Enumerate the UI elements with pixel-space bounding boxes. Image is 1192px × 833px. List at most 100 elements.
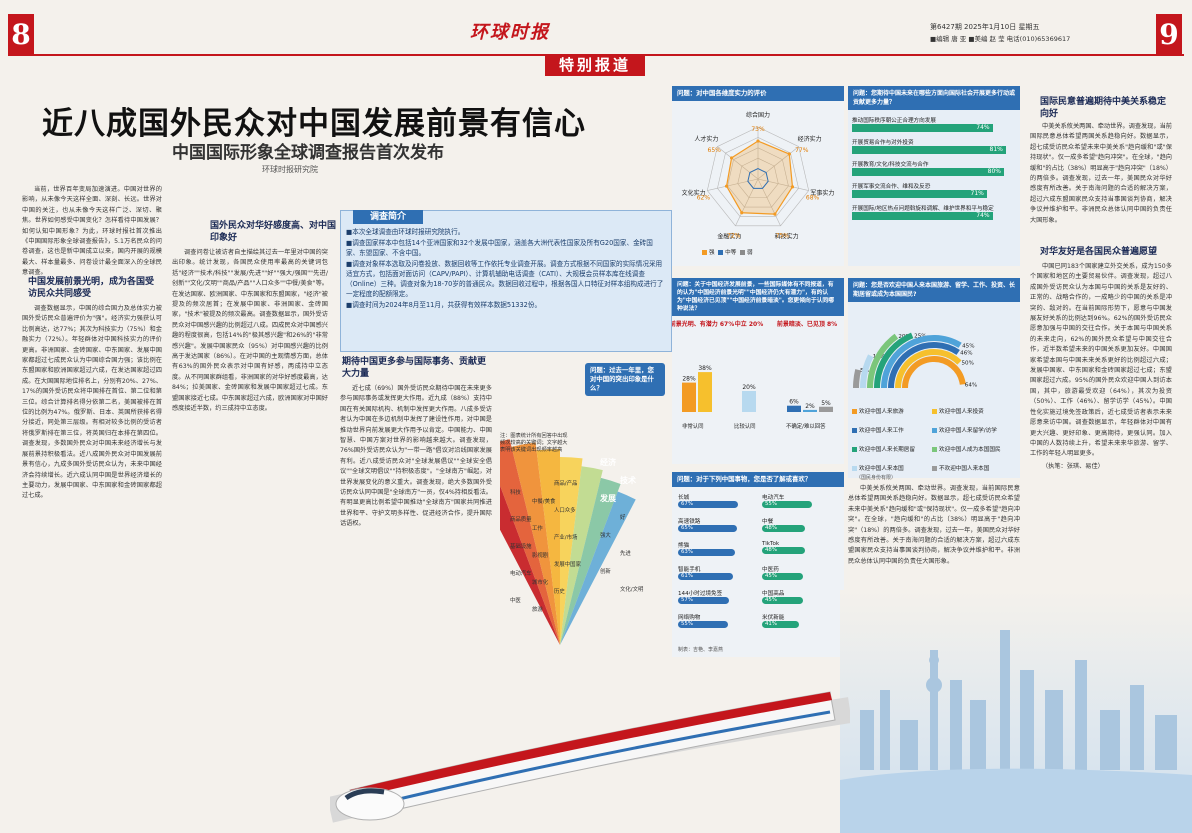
section3-title: 期待中国更多参与国际事务、贡献更大力量 bbox=[342, 357, 487, 379]
impression-fan-slice bbox=[560, 457, 583, 645]
interest-question: 问题：对于下列中国事物，您是否了解或喜欢？ bbox=[672, 472, 844, 487]
contribution-bar-label: 开展国际/地区热点问题斡旋和调解、维护世界和平与稳定 bbox=[852, 206, 994, 212]
radar-axis bbox=[717, 146, 759, 180]
section5-title: 对华友好是各国民众普遍愿望 bbox=[1040, 247, 1158, 257]
welcome-chart: 5%10%20% 25%45%46%50%64% bbox=[853, 332, 977, 389]
interest-item-label: 米伏新能 bbox=[762, 615, 785, 621]
interest-item-label: 网络购物 bbox=[678, 615, 701, 621]
welcome-arc bbox=[895, 349, 962, 389]
interest-item: 熊猫 63% bbox=[678, 541, 756, 556]
welcome-footnote: （国民身份有限） bbox=[856, 475, 897, 481]
prospect-bar bbox=[819, 406, 833, 412]
radar-axis bbox=[757, 178, 781, 226]
welcome-legend-item: 欢迎中国人来本国 bbox=[852, 464, 932, 472]
welcome-arc-label: 45% bbox=[962, 343, 974, 349]
welcome-arc bbox=[860, 354, 874, 389]
welcome-arc bbox=[888, 342, 960, 389]
welcome-legend-item: 欢迎中国人来旅游 bbox=[852, 407, 932, 415]
impression-keyword: 历史 bbox=[554, 587, 565, 595]
city-skyline-illustration bbox=[840, 590, 1192, 833]
interest-item: 中医药 45% bbox=[762, 565, 840, 580]
radar-legend: 强 中等 弱 bbox=[702, 248, 753, 256]
prospect-legend-item: 比较认同 bbox=[734, 422, 756, 430]
radar-category-label: 人才实力 bbox=[694, 135, 718, 143]
radar-value-label: 65% bbox=[708, 147, 722, 154]
contribution-bar: 74% bbox=[852, 212, 993, 220]
welcome-arc-label: 25% bbox=[914, 333, 926, 339]
issue-line: 第6427期 2025年1月10日 星期五 bbox=[930, 23, 1040, 31]
prospect-bar bbox=[787, 405, 801, 412]
impression-keyword: 科技 bbox=[510, 488, 521, 496]
impression-keyword: 基础设施 bbox=[510, 542, 532, 550]
radar-value-label: 62% bbox=[697, 194, 711, 201]
radar-value-label: 72% bbox=[727, 232, 741, 239]
contribution-bar-row: 推动国际秩序朝公正合理方向发展 74% bbox=[852, 116, 1016, 132]
interest-item-bar: 45% bbox=[762, 573, 803, 580]
contribution-bar-row: 开展贸易合作与对外投资 81% bbox=[852, 138, 1016, 154]
prospect-bar-value: 38% bbox=[698, 365, 712, 372]
interest-item-bar: 61% bbox=[678, 573, 733, 580]
radar-panel: 问题：对中国各维度实力的评价 综合国力 经济实力 军事实力 科技实力 金融实力 文化实力 人… bbox=[672, 86, 844, 266]
section3-body: 近七成（69%）国外受访民众期待中国在未来更多参与国际事务或发挥更大作用。近九成… bbox=[340, 385, 492, 528]
interest-item-bar: 45% bbox=[762, 597, 803, 604]
radar-point bbox=[790, 185, 795, 189]
impression-keyword: 文化/文明 bbox=[620, 585, 643, 593]
impression-keyword: 中医 bbox=[510, 596, 521, 604]
contribution-panel: 问题：您期待中国未来在哪些方面向国际社会开展更多行动或贡献更多力量？ 推动国际秩… bbox=[848, 86, 1020, 266]
radar-series-medium bbox=[747, 168, 769, 189]
interest-item-bar: 48% bbox=[762, 547, 806, 554]
impression-keyword: 人口众多 bbox=[554, 506, 576, 514]
radar-category-label: 金融实力 bbox=[717, 233, 741, 241]
editor-line: ■编辑 唐 亚 ■美编 赵 莹 电话(010)65369617 bbox=[930, 35, 1071, 43]
interest-item-label: 电动汽车 bbox=[762, 495, 785, 501]
prospect-bar-value: 2% bbox=[805, 403, 815, 410]
interest-item-bar: 67% bbox=[678, 501, 739, 508]
prospect-group-label: 中立 20% bbox=[735, 320, 763, 328]
survey-title: 调查简介 bbox=[353, 210, 423, 224]
interest-item-bar: 48% bbox=[762, 525, 806, 532]
lead-paragraph: 当前，世界百年变局加速演进。中国对世界的影响，从未像今天这样全面、深刻、长远。世… bbox=[22, 186, 162, 277]
welcome-arc-label: 50% bbox=[961, 361, 973, 367]
contribution-bar: 71% bbox=[852, 190, 987, 198]
interest-item-bar: 41% bbox=[762, 621, 799, 628]
impression-fan-slice bbox=[560, 491, 636, 645]
impression-note: 注：图表统计所有回答中出现频次较高的关键词；文字越大表明该关键词出现频率越高 bbox=[500, 433, 568, 453]
impression-keyword: 强大 bbox=[600, 531, 611, 539]
survey-text: ■本次全球调查由环球时报研究院执行。 ■调查国家样本中包括14个亚洲国家和32个… bbox=[346, 228, 664, 309]
survey-box: 调查简介 ■本次全球调查由环球时报研究院执行。 ■调查国家样本中包括14个亚洲国… bbox=[340, 210, 672, 352]
welcome-arc bbox=[902, 356, 966, 389]
radar-value-label: 68% bbox=[806, 194, 820, 201]
welcome-legend-item: 欢迎中国人来留学/访学 bbox=[932, 426, 1012, 434]
prospect-bar-value: 28% bbox=[682, 376, 696, 383]
impression-fan-slice bbox=[560, 477, 621, 645]
prospect-bar-value: 6% bbox=[789, 399, 799, 406]
radar-value-label: 73% bbox=[751, 126, 765, 133]
radar-point bbox=[773, 212, 777, 216]
radar-grid-ring bbox=[737, 157, 779, 199]
interest-item: 米伏新能 41% bbox=[762, 613, 840, 628]
impression-keyword: 经济 bbox=[600, 457, 617, 467]
radar-point bbox=[724, 184, 729, 188]
section2-body: 调查问卷让被访者自主描绘其过去一年里对中国的突出印象。统计发现，各国民众使用率最… bbox=[172, 249, 328, 413]
section4-title: 国际民意普遍期待中美关系稳定向好 bbox=[1040, 97, 1167, 119]
prospect-bar-value: 5% bbox=[821, 400, 831, 407]
high-speed-train-illustration bbox=[330, 691, 850, 823]
impression-keyword: 工作 bbox=[532, 524, 543, 532]
prospect-group-label: 前景光明、有潜力 67% bbox=[672, 320, 734, 328]
contribution-bar-row: 开展教育/文化/科技交流与合作 80% bbox=[852, 160, 1016, 176]
radar-point bbox=[787, 152, 791, 156]
welcome-question: 问题：您是否欢迎中国人来本国旅游、留学、工作、投资、长期居留或成为本国国民? bbox=[848, 278, 1020, 302]
section2-title: 国外民众对华好感度高、对中国印象好 bbox=[210, 221, 337, 243]
interest-item-label: TikTok bbox=[762, 541, 780, 547]
radar-category-label: 文化实力 bbox=[682, 189, 706, 197]
contribution-question: 问题：您期待中国未来在哪些方面向国际社会开展更多行动或贡献更多力量？ bbox=[848, 86, 1020, 110]
interest-item: 长城 67% bbox=[678, 493, 756, 508]
radar-category-label: 经济实力 bbox=[798, 135, 822, 143]
masthead-logo: 环球时报 bbox=[470, 22, 550, 43]
welcome-arc-label: 46% bbox=[960, 350, 972, 356]
interest-item: 中餐 48% bbox=[762, 517, 840, 532]
welcome-arc bbox=[874, 332, 914, 389]
impression-keyword: 产业/市场 bbox=[554, 533, 578, 541]
